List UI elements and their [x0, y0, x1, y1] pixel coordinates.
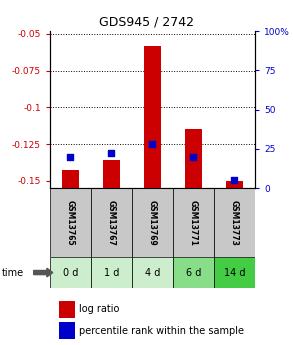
- Text: GSM13767: GSM13767: [107, 200, 116, 245]
- Text: GSM13765: GSM13765: [66, 200, 75, 245]
- Bar: [132, 257, 173, 288]
- Text: 4 d: 4 d: [145, 268, 160, 277]
- Bar: [226, 181, 243, 188]
- Text: GSM13769: GSM13769: [148, 200, 157, 245]
- Bar: [50, 257, 91, 288]
- Text: 6 d: 6 d: [186, 268, 201, 277]
- Point: [191, 154, 196, 159]
- Bar: [173, 188, 214, 257]
- Bar: [91, 257, 132, 288]
- Bar: [50, 188, 91, 257]
- Text: GDS945 / 2742: GDS945 / 2742: [99, 16, 194, 29]
- Bar: [173, 257, 214, 288]
- Point: [109, 151, 114, 156]
- Text: GSM13773: GSM13773: [230, 200, 239, 245]
- Bar: [91, 188, 132, 257]
- Point: [68, 154, 73, 159]
- Text: 14 d: 14 d: [224, 268, 245, 277]
- Bar: [144, 46, 161, 188]
- Point: [232, 177, 237, 183]
- Text: log ratio: log ratio: [79, 304, 120, 314]
- Text: 0 d: 0 d: [63, 268, 78, 277]
- Text: 1 d: 1 d: [104, 268, 119, 277]
- Bar: [59, 322, 75, 339]
- Text: time: time: [1, 268, 24, 277]
- Bar: [59, 301, 75, 318]
- Bar: [185, 129, 202, 188]
- Bar: [62, 170, 79, 188]
- Bar: [132, 188, 173, 257]
- Point: [150, 141, 155, 147]
- Bar: [214, 257, 255, 288]
- Text: GSM13771: GSM13771: [189, 200, 198, 245]
- Bar: [103, 160, 120, 188]
- Text: percentile rank within the sample: percentile rank within the sample: [79, 326, 244, 336]
- Bar: [214, 188, 255, 257]
